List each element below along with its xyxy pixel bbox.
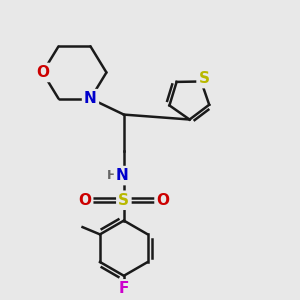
Text: F: F (119, 281, 129, 296)
Text: H: H (107, 169, 117, 182)
Text: N: N (84, 91, 97, 106)
Text: S: S (199, 71, 210, 86)
Text: O: O (36, 65, 49, 80)
Text: O: O (78, 193, 91, 208)
Text: S: S (118, 193, 129, 208)
Text: O: O (157, 193, 169, 208)
Text: N: N (116, 168, 129, 183)
